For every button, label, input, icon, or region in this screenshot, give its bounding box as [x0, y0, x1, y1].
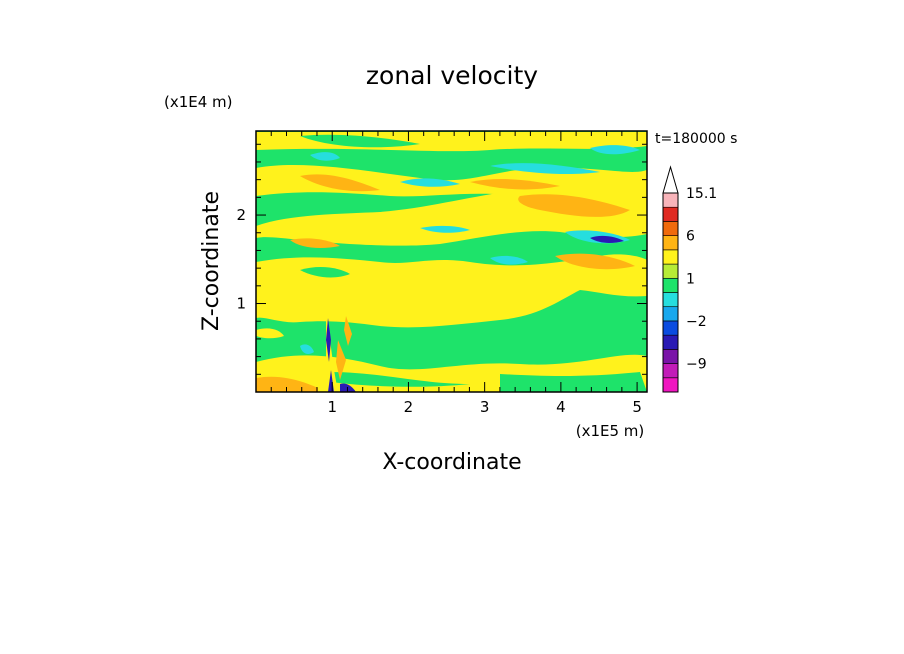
x-tick-label: 3 [480, 398, 490, 416]
colorbar-segment [662, 263, 679, 279]
chart-title: zonal velocity [366, 61, 538, 90]
y-axis: 12 [236, 143, 647, 375]
colorbar-tick-label: 15.1 [686, 186, 717, 202]
colorbar-segment [662, 277, 679, 293]
wave-blue-3 [340, 383, 356, 392]
wave-orange-3 [344, 316, 352, 346]
y-tick-label: 2 [236, 206, 246, 224]
colorbar-segment [662, 363, 679, 379]
colorbar-segment [662, 192, 679, 208]
colorbar-tick-label: 1 [686, 271, 695, 287]
colorbar-segment [662, 206, 679, 222]
top-band [256, 132, 647, 152]
plot-frame [255, 130, 648, 393]
colorbar-segment [662, 292, 679, 308]
cyan-band-5 [490, 255, 528, 265]
cyan-band-2 [400, 178, 460, 187]
colorbar-segment [662, 334, 679, 350]
lower-zone [256, 254, 647, 328]
x-tick-label: 5 [632, 398, 642, 416]
y-axis-title: Z-coordinate [199, 191, 224, 331]
colorbar-tick-label: 6 [686, 229, 695, 245]
green-pocket-3 [500, 372, 647, 392]
wave-orange-2 [336, 340, 346, 380]
orange-core-5 [555, 253, 635, 270]
colorbar-segment [662, 349, 679, 364]
orange-core-2 [470, 179, 560, 190]
band-gap [300, 134, 420, 148]
colorbar: 15.1 6 1 −2 −9 [662, 165, 717, 393]
cyan-band-1 [490, 163, 600, 174]
contour-field [256, 131, 647, 392]
colorbar-tick-label: −2 [686, 314, 707, 330]
yellow-edge [256, 328, 284, 339]
colorbar-frame [662, 192, 679, 393]
x-axis-title: X-coordinate [382, 450, 521, 475]
orange-core-1 [300, 174, 380, 192]
time-label: t=180000 s [655, 131, 737, 147]
x-tick-label: 1 [327, 398, 337, 416]
y-unit-label: (x1E4 m) [164, 93, 233, 111]
cyan-spot-2 [590, 145, 640, 155]
x-tick-label: 2 [404, 398, 414, 416]
colorbar-segment [662, 320, 679, 336]
wave-blue-1 [326, 318, 331, 362]
colorbar-segment [662, 235, 679, 251]
colorbar-segment [662, 306, 679, 322]
blue-min [590, 235, 624, 243]
green-pocket-1 [300, 267, 350, 278]
colorbar-segment [662, 377, 679, 393]
colorbar-segment [662, 249, 679, 265]
orange-core-3 [518, 194, 630, 217]
colorbar-extend-triangle [662, 165, 679, 194]
x-unit-label: (x1E5 m) [576, 422, 645, 440]
x-tick-label: 4 [556, 398, 566, 416]
y-tick-label: 1 [236, 295, 246, 313]
orange-core-4 [290, 238, 340, 248]
cyan-spot-1 [310, 152, 340, 161]
colorbar-tick-label: −9 [686, 357, 707, 373]
green-pocket-2 [330, 372, 470, 387]
wave-cyan [300, 344, 314, 354]
cyan-band-4 [420, 225, 470, 233]
x-axis: 1 2 3 4 5 [270, 131, 642, 416]
colorbar-segment [662, 221, 679, 236]
